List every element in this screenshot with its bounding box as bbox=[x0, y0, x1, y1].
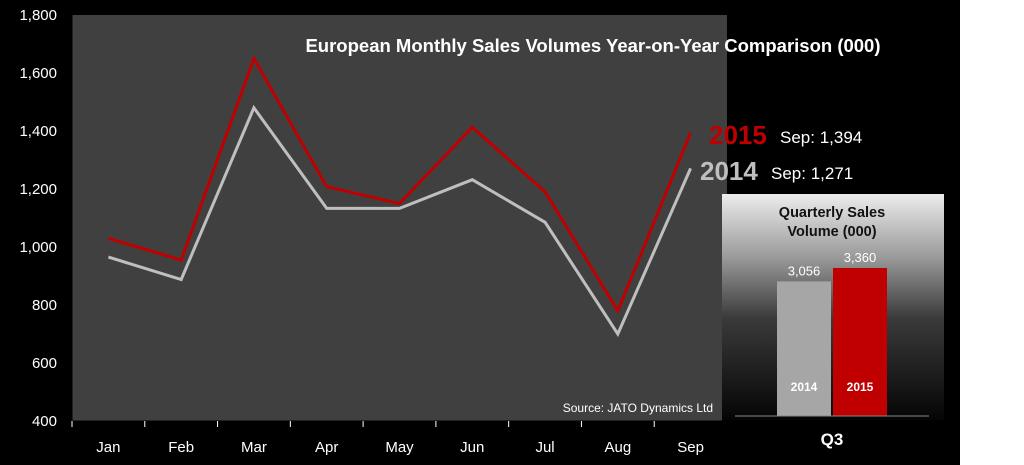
inset-bar-value-2015: 3,360 bbox=[844, 250, 877, 265]
y-tick-label: 600 bbox=[32, 355, 57, 372]
x-tick-label: Jul bbox=[535, 439, 554, 456]
legend-2015-value: Sep: 1,394 bbox=[780, 128, 862, 147]
y-tick-label: 1,800 bbox=[19, 7, 57, 24]
x-tick-labels: Jan Feb Mar Apr May Jun Jul Aug Sep bbox=[96, 439, 704, 456]
inset-bar-2014 bbox=[777, 281, 831, 416]
plot-area bbox=[72, 15, 727, 421]
y-tick-label: 1,200 bbox=[19, 181, 57, 198]
inset-category-label: Q3 bbox=[821, 430, 844, 449]
inset-bar-value-2014: 3,056 bbox=[788, 263, 821, 278]
y-tick-label: 1,400 bbox=[19, 123, 57, 140]
x-tick-label: Jun bbox=[460, 439, 484, 456]
x-tick-label: Aug bbox=[604, 439, 631, 456]
source-note: Source: JATO Dynamics Ltd bbox=[563, 401, 713, 415]
x-tick-label: Jan bbox=[96, 439, 120, 456]
y-tick-label: 400 bbox=[32, 413, 57, 430]
legend-2015-year: 2015 bbox=[709, 120, 767, 150]
x-tick-label: Apr bbox=[315, 439, 338, 456]
y-tick-label: 800 bbox=[32, 297, 57, 314]
y-tick-labels: 400 600 800 1,000 1,200 1,400 1,600 1,800 bbox=[19, 7, 57, 430]
x-tick-label: Mar bbox=[241, 439, 267, 456]
x-tick-label: May bbox=[385, 439, 414, 456]
inset-bars: 3,056 2014 3,360 2015 bbox=[777, 250, 887, 416]
legend-2014-year: 2014 bbox=[700, 156, 758, 186]
inset-title-line2: Volume (000) bbox=[787, 224, 876, 240]
inset-chart: Quarterly Sales Volume (000) 3,05620143,… bbox=[722, 194, 944, 462]
inset-title-line1: Quarterly Sales bbox=[779, 205, 885, 221]
series-line-2014 bbox=[107, 104, 692, 338]
x-tick-label: Feb bbox=[168, 439, 194, 456]
legend-2014-value: Sep: 1,271 bbox=[771, 164, 853, 183]
line-series-group bbox=[107, 54, 692, 338]
y-tick-label: 1,600 bbox=[19, 65, 57, 82]
y-tick-label: 1,000 bbox=[19, 239, 57, 256]
x-tick-label: Sep bbox=[677, 439, 704, 456]
inset-bar-2015 bbox=[833, 268, 887, 416]
inset-bar-label-2015: 2015 bbox=[847, 380, 874, 394]
inset-bar-label-2014: 2014 bbox=[791, 380, 818, 394]
chart-title: European Monthly Sales Volumes Year-on-Y… bbox=[305, 35, 880, 56]
series-line-2015 bbox=[107, 54, 692, 315]
inset-footer bbox=[722, 420, 944, 462]
x-tick-marks bbox=[71, 421, 728, 427]
